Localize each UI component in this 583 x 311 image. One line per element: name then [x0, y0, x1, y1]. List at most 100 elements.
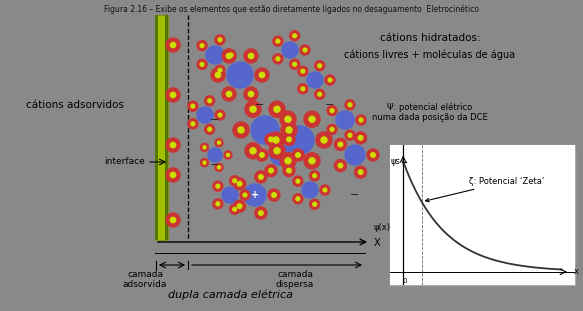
Circle shape — [318, 92, 322, 96]
Circle shape — [301, 69, 305, 73]
Circle shape — [244, 49, 258, 63]
Circle shape — [312, 202, 317, 206]
Circle shape — [354, 166, 367, 178]
Circle shape — [265, 133, 277, 146]
Text: −: − — [350, 190, 360, 200]
Circle shape — [218, 68, 222, 72]
Circle shape — [335, 138, 346, 151]
Circle shape — [318, 64, 322, 67]
Circle shape — [230, 204, 240, 214]
Circle shape — [301, 87, 305, 91]
Circle shape — [287, 137, 292, 142]
Text: camada
adsorvida: camada adsorvida — [123, 270, 167, 290]
Circle shape — [224, 151, 232, 159]
Text: −: − — [325, 100, 335, 110]
Circle shape — [359, 136, 363, 140]
Circle shape — [166, 88, 180, 102]
Circle shape — [280, 153, 296, 169]
Circle shape — [197, 41, 207, 51]
Circle shape — [300, 45, 310, 55]
Circle shape — [283, 165, 295, 177]
Circle shape — [268, 189, 280, 201]
Circle shape — [274, 106, 280, 112]
Circle shape — [304, 111, 320, 127]
Circle shape — [281, 122, 297, 138]
Circle shape — [245, 101, 261, 117]
Circle shape — [205, 124, 215, 134]
Circle shape — [269, 137, 273, 142]
Circle shape — [170, 217, 175, 223]
Circle shape — [234, 178, 245, 190]
Circle shape — [237, 204, 242, 208]
Bar — [165, 15, 168, 240]
Circle shape — [259, 211, 263, 215]
Text: +: + — [251, 190, 259, 200]
Circle shape — [200, 63, 204, 66]
Circle shape — [285, 116, 291, 122]
Text: cátions adsorvidos: cátions adsorvidos — [26, 100, 124, 110]
Circle shape — [354, 132, 367, 144]
Text: −: − — [210, 160, 220, 170]
Circle shape — [226, 154, 230, 156]
Circle shape — [348, 103, 352, 107]
Circle shape — [222, 87, 236, 101]
Circle shape — [250, 106, 256, 112]
Circle shape — [286, 127, 292, 133]
Circle shape — [166, 38, 180, 52]
Text: −: − — [255, 100, 265, 110]
Circle shape — [298, 66, 308, 76]
Circle shape — [336, 111, 354, 129]
Circle shape — [274, 148, 280, 154]
Text: dupla camada elétrica: dupla camada elétrica — [167, 290, 293, 300]
Circle shape — [251, 116, 279, 144]
Circle shape — [282, 42, 298, 58]
Circle shape — [226, 50, 236, 60]
Circle shape — [293, 34, 297, 38]
Circle shape — [213, 199, 223, 209]
Circle shape — [293, 176, 303, 186]
Circle shape — [234, 200, 245, 212]
Circle shape — [315, 89, 325, 99]
Circle shape — [197, 107, 213, 123]
Circle shape — [244, 87, 258, 101]
Text: cátions livres + moléculas de água: cátions livres + moléculas de água — [345, 50, 515, 60]
Circle shape — [238, 127, 244, 133]
Circle shape — [255, 171, 267, 183]
Circle shape — [265, 165, 277, 177]
Circle shape — [226, 53, 231, 58]
Circle shape — [292, 149, 304, 161]
Circle shape — [280, 111, 296, 127]
Circle shape — [268, 132, 284, 148]
Circle shape — [255, 68, 269, 82]
Text: cátions hidratados:: cátions hidratados: — [380, 33, 480, 43]
Circle shape — [191, 104, 195, 108]
Circle shape — [345, 100, 355, 110]
Circle shape — [325, 75, 335, 85]
Circle shape — [323, 188, 327, 192]
Circle shape — [269, 143, 285, 159]
Circle shape — [293, 63, 297, 66]
Circle shape — [259, 153, 264, 157]
Circle shape — [356, 115, 366, 125]
Circle shape — [170, 42, 175, 48]
Circle shape — [205, 96, 215, 106]
Circle shape — [303, 48, 307, 52]
Circle shape — [226, 91, 231, 97]
Circle shape — [170, 142, 175, 148]
Circle shape — [310, 171, 319, 181]
Circle shape — [216, 202, 220, 206]
Circle shape — [296, 197, 300, 201]
Circle shape — [273, 54, 283, 64]
Circle shape — [215, 163, 223, 171]
Circle shape — [304, 153, 320, 169]
Circle shape — [230, 176, 240, 186]
Circle shape — [208, 128, 212, 131]
Circle shape — [327, 124, 337, 134]
Circle shape — [273, 36, 283, 46]
Circle shape — [248, 53, 254, 58]
Circle shape — [330, 109, 334, 113]
Circle shape — [371, 153, 375, 157]
Circle shape — [188, 119, 198, 129]
Circle shape — [287, 168, 292, 173]
Circle shape — [269, 168, 273, 173]
